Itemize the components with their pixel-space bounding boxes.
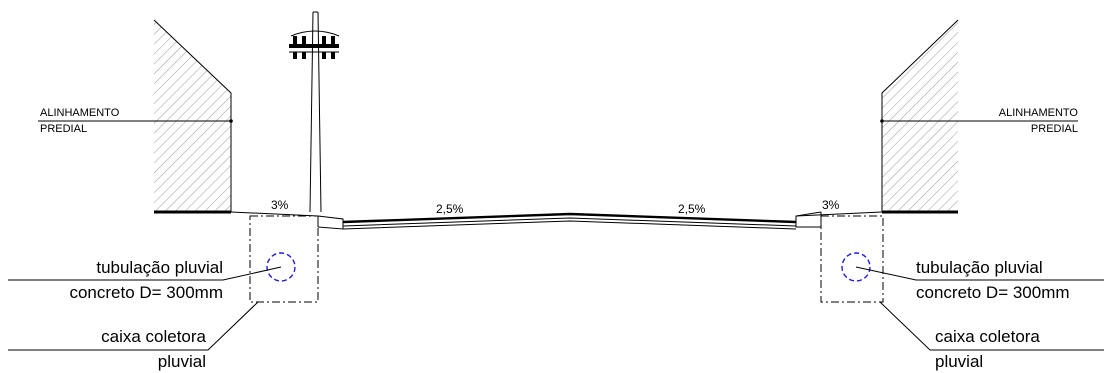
left-alignment-label-line2: PREDIAL [40, 123, 87, 135]
left-box-label-line2: pluvial [158, 352, 206, 371]
right-collection-box: tubulação pluvial concreto D= 300mm caix… [820, 215, 1104, 371]
left-alignment-label-line1: ALINHAMENTO [40, 107, 120, 119]
left-pipe-icon [266, 252, 296, 282]
right-box-label-line2: pluvial [935, 352, 983, 371]
right-alignment-label-line2: PREDIAL [1031, 123, 1078, 135]
right-pipe-icon [841, 252, 871, 282]
left-collection-box: tubulação pluvial concreto D= 300mm caix… [8, 215, 319, 371]
left-building [153, 19, 232, 212]
insulator-icon [290, 30, 340, 59]
right-sidewalk-slope-label: 3% [822, 198, 840, 212]
right-alignment-marker: ALINHAMENTO PREDIAL [880, 107, 1078, 135]
right-alignment-label-line1: ALINHAMENTO [999, 107, 1079, 119]
left-sidewalk-slope-label: 3% [271, 198, 289, 212]
right-pipe-label-line2: concreto D= 300mm [916, 283, 1070, 302]
left-sidewalk: 3% [154, 198, 344, 230]
left-box-label-line1: caixa coletora [101, 327, 206, 346]
utility-pole [289, 11, 340, 213]
left-alignment-marker: ALINHAMENTO PREDIAL [38, 107, 233, 135]
road-right-slope-label: 2,5% [678, 202, 706, 216]
road-pavement: 2,5% 2,5% [342, 202, 797, 230]
right-box-label-line1: caixa coletora [935, 327, 1040, 346]
road-left-slope-label: 2,5% [436, 202, 464, 216]
left-pipe-label-line2: concreto D= 300mm [69, 283, 223, 302]
right-pipe-label-line1: tubulação pluvial [916, 258, 1043, 277]
left-pipe-label-line1: tubulação pluvial [96, 258, 223, 277]
right-building [881, 19, 959, 212]
